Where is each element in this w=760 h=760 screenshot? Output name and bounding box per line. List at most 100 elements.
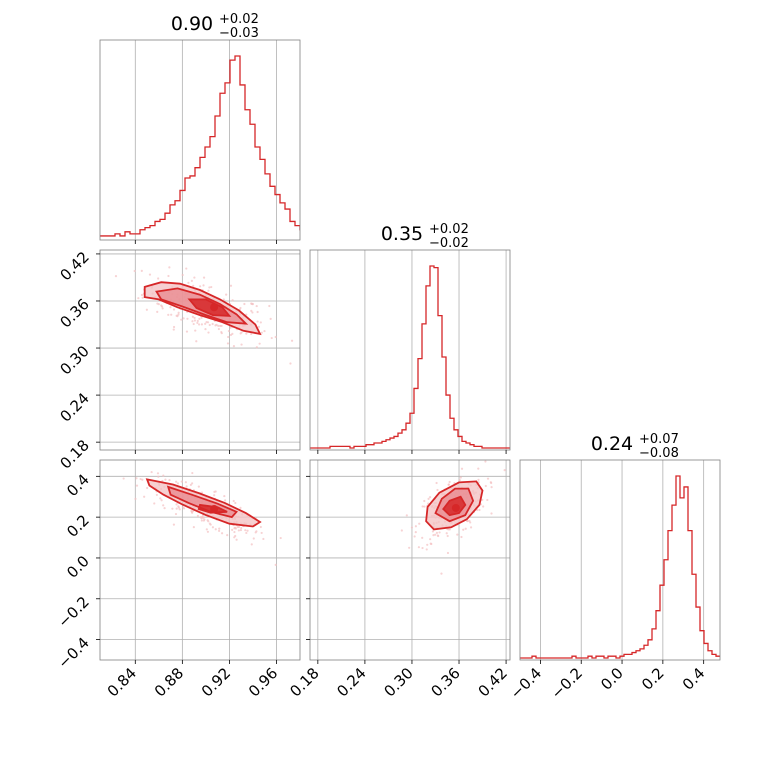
sample-point-1-0 [207,331,210,334]
y-tick-label-2-4: 0.4 [63,470,93,500]
sample-point-2-0 [224,499,227,502]
sample-point-1-0 [192,322,195,326]
x-tick-label-1-2: 0.30 [380,664,416,700]
sample-point-2-0 [218,527,221,530]
sample-point-2-0 [171,507,174,510]
sample-point-2-1 [446,534,449,538]
sample-point-1-0 [268,304,271,308]
sample-point-1-0 [214,324,217,327]
sample-point-2-1 [440,572,443,575]
sample-point-1-0 [172,328,175,331]
sample-point-1-0 [193,319,197,322]
sample-point-1-0 [177,311,180,314]
sample-point-1-0 [169,306,172,309]
sample-point-1-0 [182,317,185,320]
panel-frame-2-2 [519,459,721,661]
sample-point-1-0 [170,313,173,316]
sample-point-1-0 [256,310,259,314]
sample-point-2-0 [244,529,247,532]
x-tick-label-2-0: −0.4 [507,664,545,702]
panel-r1-c0: 0.18 0.24 0.30 0.36 0.42 [56,248,301,473]
sample-point-2-0 [146,486,149,490]
sample-point-1-0 [148,273,152,276]
sample-point-2-0 [180,480,183,483]
sample-point-1-0 [167,313,170,316]
sample-point-1-0 [157,303,160,306]
sample-point-1-0 [245,332,248,335]
sample-point-2-0 [197,485,200,488]
sample-point-2-1 [468,519,471,522]
x-tick-label-1-4: 0.42 [475,664,511,700]
sample-point-2-0 [143,495,146,498]
sample-point-1-0 [114,275,118,278]
sample-point-1-0 [251,311,254,314]
sample-point-2-0 [262,537,265,541]
sample-point-2-0 [200,491,204,494]
panel-frame-1-0 [99,249,301,451]
x-tick-label-2-1: −0.2 [548,664,586,702]
sample-point-2-0 [162,474,165,477]
sample-point-2-1 [478,508,481,512]
histogram-param-2 [520,475,720,659]
sample-point-2-0 [236,525,239,529]
sample-point-1-0 [199,285,202,288]
sample-point-2-0 [214,490,217,493]
sample-point-1-0 [289,362,292,365]
sample-point-2-1 [436,488,439,492]
sample-point-1-0 [133,269,136,273]
sample-point-2-1 [414,531,417,534]
sample-point-2-0 [240,526,243,530]
sample-point-2-1 [459,476,462,479]
x-tick-label-2-3: 0.2 [638,664,668,694]
sample-point-1-0 [97,257,99,259]
sample-point-1-0 [208,323,211,327]
contour-line-level-2 [442,495,467,517]
sample-point-2-0 [260,531,263,535]
sample-point-2-1 [456,533,459,536]
sample-point-1-0 [181,273,184,277]
sample-point-1-0 [200,323,204,326]
sample-point-1-0 [259,321,262,324]
sample-point-2-0 [274,563,277,566]
sample-point-1-0 [227,335,230,339]
sample-point-2-1 [400,529,403,532]
x-tick-label-2-4: 0.4 [679,664,709,694]
title-plus-0: +0.02 [219,12,259,27]
sample-point-2-0 [250,543,253,546]
contour-line-level-1 [166,485,239,519]
sample-point-1-0 [198,317,201,320]
sample-point-2-0 [189,483,192,486]
sample-point-2-0 [208,522,211,525]
sample-point-1-0 [205,321,208,324]
panel-frame-2-1 [309,459,511,661]
sample-point-1-0 [240,343,243,346]
sample-point-2-0 [176,482,180,485]
sample-point-2-0 [206,530,210,533]
sample-point-2-0 [134,497,137,501]
sample-point-2-1 [417,546,420,549]
sample-point-2-0 [160,499,163,502]
sample-point-2-0 [205,528,208,531]
sample-point-1-0 [185,267,188,270]
sample-point-2-0 [279,536,282,540]
sample-point-1-0 [186,317,189,320]
sample-point-2-0 [196,514,200,517]
sample-point-1-0 [193,316,196,320]
sample-point-1-0 [220,324,223,328]
contour-fill-level-2 [189,299,230,316]
y-tick-label-1-0: 0.18 [56,436,92,472]
sample-point-1-0 [208,286,211,289]
sample-point-2-1 [432,534,435,537]
sample-point-2-1 [438,531,441,534]
sample-point-1-0 [227,329,230,333]
sample-point-2-0 [175,503,178,506]
sample-point-2-1 [503,469,506,472]
sample-point-1-0 [137,297,140,300]
sample-point-1-0 [243,302,246,306]
sample-point-2-1 [423,505,426,508]
sample-point-2-1 [429,538,432,541]
sample-point-1-0 [202,276,206,279]
sample-point-1-0 [217,327,220,331]
